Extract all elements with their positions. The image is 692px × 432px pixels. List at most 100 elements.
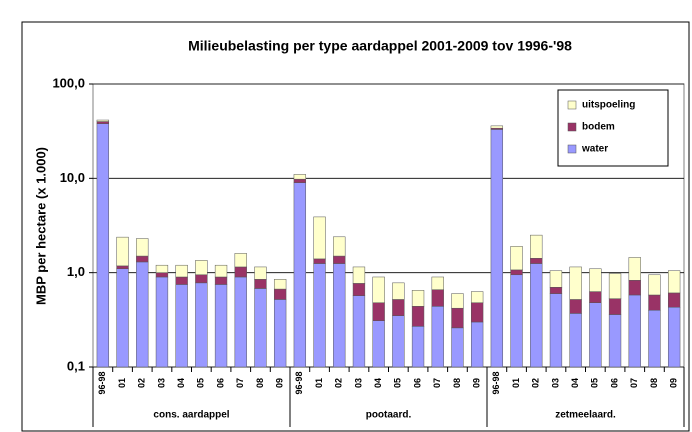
bar-segment (569, 313, 582, 368)
bar-segment (549, 270, 563, 288)
legend-swatch (567, 144, 577, 154)
bar-segment (667, 270, 681, 294)
bar-segment (530, 258, 543, 264)
bar-segment (214, 264, 228, 278)
legend-swatch (567, 122, 577, 132)
bar-segment (470, 302, 484, 323)
bar-segment (628, 257, 641, 281)
bar-segment (234, 266, 247, 278)
bar-segment (411, 306, 425, 327)
bar-segment (510, 274, 523, 368)
bar-segment (333, 255, 346, 264)
x-tick-label: 01 (314, 378, 324, 388)
x-tick-label: 05 (196, 378, 206, 388)
x-tick-label: 02 (531, 378, 541, 388)
bar-segment (293, 178, 307, 183)
y-tick-label: 100,0 (52, 75, 85, 90)
bar-segment (569, 299, 582, 314)
x-tick-label: 09 (275, 378, 285, 388)
bar-segment (136, 255, 149, 263)
bar-segment (510, 246, 523, 271)
bar-segment (510, 269, 523, 276)
legend-box (557, 89, 669, 167)
x-tick-label: 05 (393, 378, 403, 388)
x-tick-label: 96-98 (294, 371, 304, 394)
bar-segment (451, 327, 464, 368)
bar-segment (214, 284, 228, 368)
x-tick-label: 03 (156, 378, 166, 388)
bar-segment (116, 268, 129, 368)
bar-segment (155, 272, 169, 278)
bar-segment (628, 280, 641, 296)
bar-segment (411, 326, 425, 368)
bar-segment (195, 260, 208, 276)
bar-segment (175, 284, 188, 368)
bar-segment (667, 292, 681, 308)
bar-segment (372, 302, 385, 321)
x-tick-label: 06 (412, 378, 422, 388)
bar-segment (530, 263, 543, 368)
group-label: cons. aardappel (153, 410, 229, 421)
bar-segment (313, 263, 326, 368)
bar-segment (352, 283, 366, 296)
y-tick-label: 1,0 (67, 264, 85, 279)
y-tick-label: 0,1 (67, 358, 85, 373)
x-tick-label: 08 (452, 378, 462, 388)
bar-segment (254, 288, 267, 368)
bar-segment (549, 293, 563, 368)
group-label: zetmeelaard. (555, 410, 616, 421)
x-tick-label: 09 (669, 378, 679, 388)
bar-segment (313, 216, 326, 260)
x-tick-label: 02 (137, 378, 147, 388)
bar-segment (313, 258, 326, 264)
bar-segment (648, 309, 661, 368)
x-tick-label: 07 (629, 378, 639, 388)
bar-segment (136, 261, 149, 368)
bar-segment (116, 236, 129, 267)
group-label: pootaard. (366, 410, 412, 421)
bar-segment (234, 276, 247, 368)
bar-segment (195, 274, 208, 284)
bar-segment (116, 265, 129, 270)
legend-label: water (581, 144, 608, 155)
x-tick-label: 04 (176, 378, 186, 388)
bar-segment (608, 298, 622, 315)
bar-segment (530, 234, 543, 259)
bar-segment (155, 264, 169, 273)
bar-segment (411, 290, 425, 307)
x-tick-label: 96-98 (97, 371, 107, 394)
bar-segment (293, 174, 307, 180)
bar-segment (589, 291, 602, 303)
chart-title: Milieubelasting per type aardappel 2001-… (188, 38, 572, 54)
bar-segment (392, 282, 405, 300)
x-tick-label: 04 (570, 378, 580, 388)
bar-segment (352, 295, 366, 368)
bar-segment (136, 238, 149, 257)
y-tick-label: 10,0 (60, 170, 85, 185)
bar-segment (96, 121, 110, 124)
bar-segment (608, 273, 622, 299)
bar-segment (96, 123, 110, 368)
x-tick-label: 03 (353, 378, 363, 388)
bar-segment (667, 306, 681, 368)
bar-segment (352, 266, 366, 284)
bar-segment (175, 264, 188, 278)
bar-segment (333, 263, 346, 368)
bar-segment (155, 276, 169, 368)
bar-segment (490, 125, 504, 129)
x-tick-label: 08 (255, 378, 265, 388)
x-tick-label: 01 (511, 378, 521, 388)
x-tick-label: 96-98 (491, 371, 501, 394)
bar-segment (392, 315, 405, 368)
bar-segment (451, 307, 464, 329)
x-tick-label: 08 (649, 378, 659, 388)
bar-segment (175, 276, 188, 285)
bar-segment (549, 287, 563, 294)
x-tick-label: 04 (373, 378, 383, 388)
bar-segment (273, 299, 287, 368)
bar-segment (254, 266, 267, 280)
x-tick-label: 07 (235, 378, 245, 388)
bar-segment (470, 291, 484, 303)
bar-segment (628, 294, 641, 368)
